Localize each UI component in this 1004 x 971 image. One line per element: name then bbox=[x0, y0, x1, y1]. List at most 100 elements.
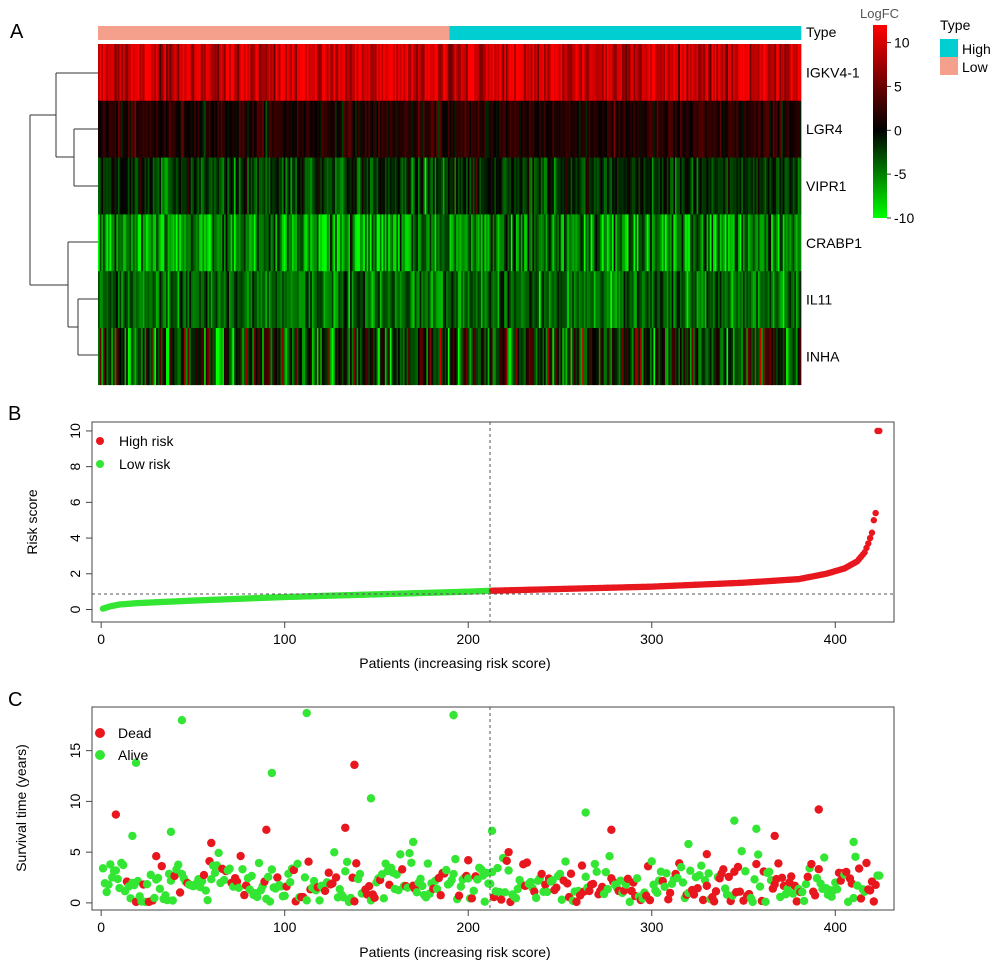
dead-point bbox=[236, 851, 245, 861]
heatmap-cell bbox=[219, 44, 222, 102]
heatmap-cell bbox=[119, 44, 122, 102]
heatmap-cell bbox=[253, 214, 256, 272]
dead-point bbox=[777, 873, 787, 882]
heatmap-cell bbox=[784, 100, 787, 158]
heatmap-cell bbox=[686, 157, 689, 215]
heatmap-cell bbox=[396, 44, 399, 102]
heatmap-cell bbox=[635, 100, 638, 158]
dead-point bbox=[175, 888, 185, 897]
heatmap-cell bbox=[194, 328, 197, 386]
heatmap-cell bbox=[426, 214, 429, 272]
heatmap-cell bbox=[616, 44, 619, 102]
heatmap-cell bbox=[316, 100, 319, 158]
alive-point bbox=[254, 858, 264, 868]
heatmap-cell bbox=[709, 271, 712, 329]
heatmap-cell bbox=[222, 157, 225, 215]
heatmap-cell bbox=[454, 271, 457, 329]
alive-point bbox=[407, 858, 416, 867]
heatmap-cell bbox=[142, 328, 145, 386]
heatmap-cell bbox=[588, 157, 591, 215]
heatmap-cell bbox=[436, 328, 439, 386]
heatmap-cell bbox=[772, 44, 775, 102]
heatmap-cell bbox=[699, 214, 702, 272]
heatmap-cell bbox=[187, 328, 190, 386]
heatmap-cell bbox=[152, 100, 155, 158]
heatmap-cell bbox=[776, 100, 779, 158]
heatmap-cell bbox=[746, 100, 749, 158]
alive-point bbox=[342, 857, 352, 867]
heatmap-cell bbox=[373, 100, 376, 158]
heatmap-cell bbox=[170, 214, 173, 272]
heatmap-cell bbox=[154, 214, 157, 272]
heatmap-cell bbox=[262, 328, 265, 386]
heatmap-cell bbox=[237, 157, 240, 215]
dead-point bbox=[689, 890, 699, 899]
heatmap-cell bbox=[673, 271, 676, 329]
alive-point bbox=[849, 837, 858, 847]
heatmap-cell bbox=[265, 328, 268, 386]
heatmap-cell bbox=[618, 271, 621, 329]
heatmap-cell bbox=[398, 271, 401, 329]
heatmap-cell bbox=[779, 100, 782, 158]
heatmap-cell bbox=[633, 44, 636, 102]
heatmap-cell bbox=[119, 100, 122, 158]
heatmap-cell bbox=[194, 214, 197, 272]
heatmap-cell bbox=[220, 214, 223, 272]
heatmap-cell bbox=[134, 100, 137, 158]
heatmap-cell bbox=[184, 328, 187, 386]
heatmap-cell bbox=[592, 214, 595, 272]
heatmap-cell bbox=[313, 157, 316, 215]
alive-point bbox=[234, 883, 244, 892]
heatmap-cell bbox=[670, 44, 673, 102]
heatmap-cell bbox=[499, 44, 502, 102]
heatmap-cell bbox=[733, 271, 736, 329]
heatmap-cell bbox=[381, 328, 384, 386]
heatmap-cell bbox=[625, 214, 628, 272]
alive-point bbox=[119, 860, 128, 870]
heatmap-cell bbox=[623, 100, 626, 158]
heatmap-cell bbox=[164, 271, 167, 329]
heatmap-cell bbox=[744, 100, 747, 158]
heatmap-cell bbox=[611, 100, 614, 158]
heatmap-cell bbox=[111, 328, 114, 386]
heatmap-cell bbox=[383, 44, 386, 102]
heatmap-cell bbox=[689, 100, 692, 158]
heatmap-cell bbox=[575, 157, 578, 215]
heatmap-cell bbox=[789, 44, 792, 102]
heatmap-cell bbox=[180, 328, 183, 386]
heatmap-cell bbox=[371, 328, 374, 386]
survival-points bbox=[98, 708, 884, 907]
heatmap-cell bbox=[219, 157, 222, 215]
heatmap-cell bbox=[575, 44, 578, 102]
heatmap-cell bbox=[534, 157, 537, 215]
heatmap-cell bbox=[610, 157, 613, 215]
heatmap-cell bbox=[200, 44, 203, 102]
heatmap-cell bbox=[184, 100, 187, 158]
heatmap-cell bbox=[701, 44, 704, 102]
heatmap-cell bbox=[542, 271, 545, 329]
heatmap-cell bbox=[238, 157, 241, 215]
heatmap-cell bbox=[146, 271, 149, 329]
heatmap-cell bbox=[232, 44, 235, 102]
heatmap-cell bbox=[222, 328, 225, 386]
heatmap-cell bbox=[175, 271, 178, 329]
heatmap-cell bbox=[540, 44, 543, 102]
heatmap-cell bbox=[562, 100, 565, 158]
heatmap-cell bbox=[615, 214, 618, 272]
heatmap-cell bbox=[151, 271, 154, 329]
heatmap-cell bbox=[757, 100, 760, 158]
heatmap-cell bbox=[224, 328, 227, 386]
heatmap-cell bbox=[464, 44, 467, 102]
heatmap-cell bbox=[379, 214, 382, 272]
dead-point bbox=[537, 869, 546, 879]
dead-point bbox=[111, 810, 121, 819]
colorscale-tick-label: 5 bbox=[894, 78, 902, 94]
alive-point bbox=[203, 895, 212, 905]
heatmap-cell bbox=[500, 214, 503, 272]
heatmap-cell bbox=[630, 157, 633, 215]
heatmap-cell bbox=[776, 271, 779, 329]
heatmap-cell bbox=[787, 328, 790, 386]
heatmap-cell bbox=[220, 100, 223, 158]
heatmap-cell bbox=[399, 328, 402, 386]
heatmap-cell bbox=[247, 44, 250, 102]
